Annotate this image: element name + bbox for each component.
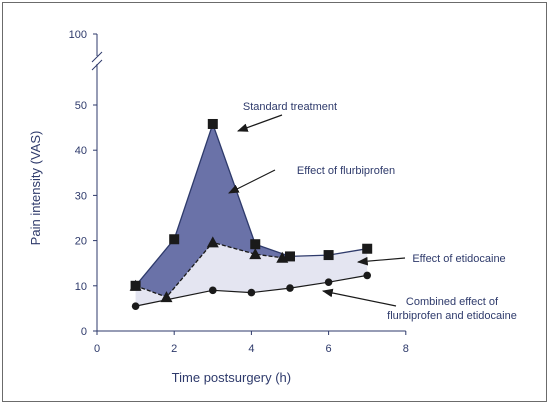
y-tick-label: 100: [69, 29, 87, 41]
annotations: Standard treatment Effect of flurbiprofen…: [228, 101, 517, 322]
annotation-line: Combined effect of: [406, 296, 499, 308]
square-marker: [285, 251, 295, 262]
y-axis-title: Pain intensity (VAS): [28, 131, 43, 246]
circle-marker: [209, 286, 217, 295]
triangle-marker: [249, 248, 262, 260]
x-tick-label: 8: [403, 343, 409, 355]
annotation-arrow-combined: [321, 288, 397, 307]
annotation-flurbiprofen: Effect of flurbiprofen: [297, 165, 395, 177]
y-tick-label: 10: [75, 281, 87, 293]
square-marker: [362, 243, 373, 254]
flurbiprofen-effect-region: [135, 124, 290, 298]
y-tick-label: 30: [75, 190, 87, 202]
series-markers: [129, 118, 373, 310]
circle-marker: [247, 288, 256, 297]
triangle-marker: [276, 251, 289, 263]
series-line-combined: [135, 274, 368, 307]
x-tick-label: 2: [171, 343, 177, 355]
y-tick-label: 50: [75, 100, 87, 112]
annotation-line: Standard treatment: [243, 101, 337, 113]
triangle-marker: [160, 291, 173, 303]
annotation-line: Effect of flurbiprofen: [297, 165, 395, 177]
etidocaine-effect-region: [135, 242, 368, 307]
triangle-marker: [129, 279, 142, 291]
annotation-arrow-flurbiprofen: [228, 169, 276, 194]
y-tick-label: 40: [75, 145, 87, 157]
annotation-line: Effect of etidocaine: [412, 253, 505, 265]
y-axis-break-mark: [91, 59, 103, 71]
x-tick-label: 0: [94, 343, 100, 355]
x-tick-label: 6: [326, 343, 332, 355]
square-marker: [250, 239, 261, 250]
square-marker: [169, 234, 180, 245]
square-marker: [323, 250, 334, 261]
annotation-arrow-standard: [236, 114, 283, 132]
annotation-etidocaine: Effect of etidocaine: [412, 253, 505, 265]
y-axis-break-mark: [91, 51, 103, 63]
y-tick-label: 20: [75, 236, 87, 248]
chart-frame: [2, 2, 547, 402]
circle-marker: [286, 284, 294, 292]
circle-marker: [131, 302, 140, 310]
effect-regions: [135, 124, 368, 307]
annotation-standard: Standard treatment: [243, 101, 337, 113]
x-tick-label: 4: [248, 343, 254, 355]
square-marker: [207, 118, 218, 129]
axes: 0 10 20 30 40 50 100 0 2 4 6 8: [69, 29, 409, 355]
triangle-marker: [206, 236, 219, 248]
circle-marker: [363, 271, 372, 280]
circle-marker: [324, 278, 333, 286]
annotation-arrow-etidocaine: [356, 256, 406, 266]
y-tick-label: 0: [81, 326, 87, 338]
annotation-line: flurbiprofen and etidocaine: [387, 310, 517, 322]
x-axis-title: Time postsurgery (h): [172, 370, 291, 385]
annotation-combined: Combined effect of flurbiprofen and etido…: [387, 296, 517, 322]
